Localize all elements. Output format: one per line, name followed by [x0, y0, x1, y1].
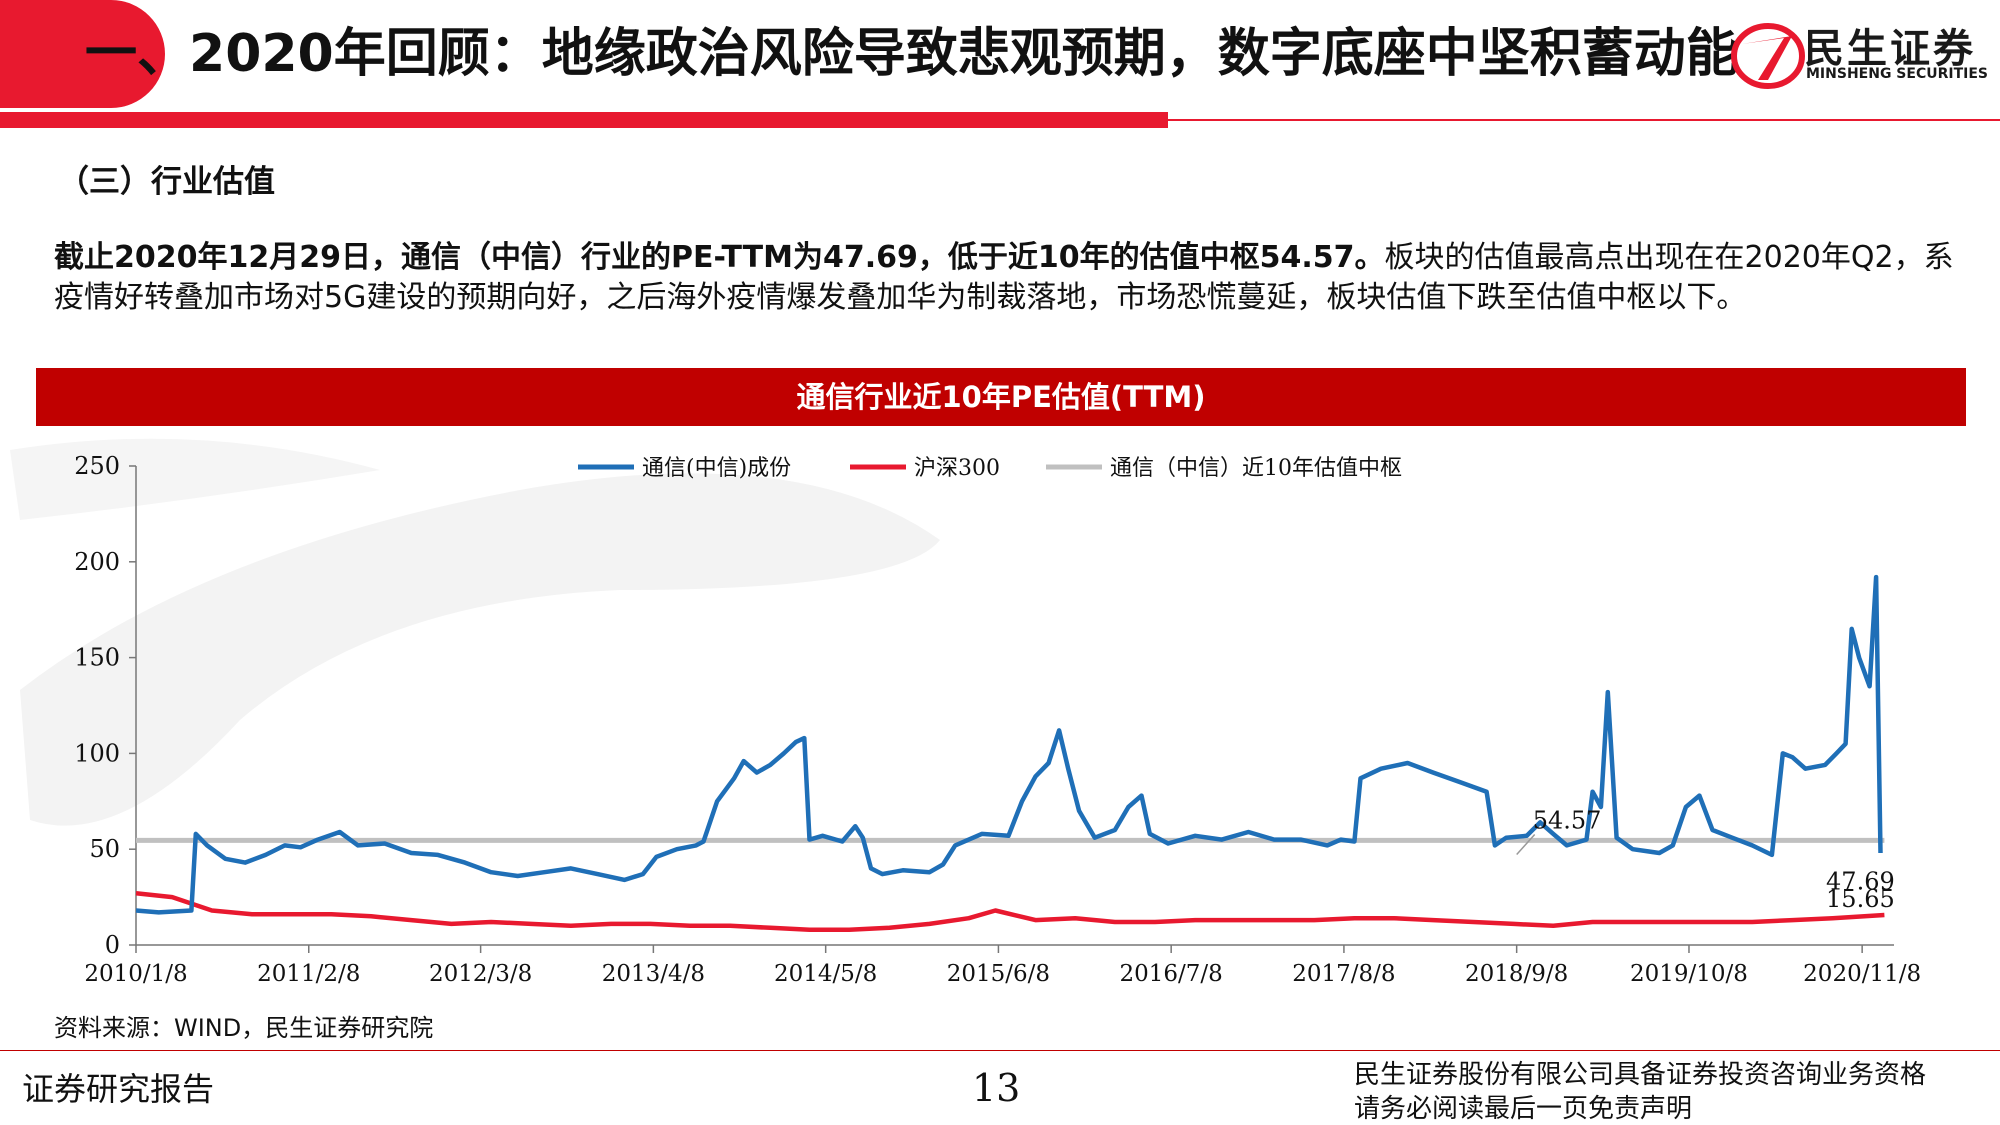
x-tick-label: 2020/11/8	[1803, 961, 1921, 987]
summary-paragraph: 截止2020年12月29日，通信（中信）行业的PE-TTM为47.69，低于近1…	[54, 238, 1954, 318]
logo-mark-icon	[1731, 23, 1805, 89]
header-rule-thin	[1168, 119, 2000, 121]
header-rule	[0, 112, 1168, 128]
legend-label-0: 通信(中信)成份	[642, 456, 791, 481]
x-tick-label: 2017/8/8	[1292, 961, 1395, 987]
y-tick-label: 50	[89, 835, 120, 863]
chart-axes: 0 50 100 150 200 250 2010/1/8 2011/2/8 2012/3/8 2…	[74, 452, 1921, 987]
legend-label-2: 通信（中信）近10年估值中枢	[1110, 456, 1402, 481]
data-label: 15.65	[1826, 885, 1895, 913]
page-title: 一、2020年回顾：地缘政治风险导致悲观预期，数字底座中坚积蓄动能	[85, 14, 1765, 94]
x-tick-label: 2010/1/8	[84, 961, 187, 987]
pe-line-chart: 通信(中信)成份 沪深300 通信（中信）近10年估值中枢 0 50 100 150 200…	[10, 438, 1921, 987]
chart-title: 通信行业近10年PE估值(TTM)	[36, 368, 1966, 426]
x-tick-label: 2016/7/8	[1120, 961, 1223, 987]
header-accent-pill	[0, 0, 165, 108]
x-tick-label: 2012/3/8	[429, 961, 532, 987]
annotation-leader	[1516, 833, 1536, 855]
y-tick-label: 250	[74, 452, 120, 480]
chart-legend: 通信(中信)成份 沪深300 通信（中信）近10年估值中枢	[578, 456, 1402, 481]
footer-rule	[0, 1050, 2000, 1051]
x-tick-label: 2014/5/8	[774, 961, 877, 987]
y-tick-label: 200	[74, 548, 120, 576]
title-prefix: 一、	[85, 24, 190, 84]
x-tick-label: 2019/10/8	[1630, 961, 1748, 987]
footer-qualification: 民生证券股份有限公司具备证券投资咨询业务资格	[1354, 1060, 1927, 1090]
series-line-0	[135, 574, 1883, 915]
company-logo: 民生证券 MINSHENG SECURITIES	[1728, 14, 2000, 94]
logo-text-en: MINSHENG SECURITIES	[1806, 66, 1988, 82]
series-line-1	[135, 891, 1885, 932]
summary-bold: 截止2020年12月29日，通信（中信）行业的PE-TTM为47.69，低于近1…	[54, 240, 1385, 275]
logo-text-cn: 民生证券	[1804, 26, 1976, 72]
page-number: 13	[972, 1066, 1021, 1110]
y-tick-label: 150	[74, 644, 120, 672]
section-heading: （三）行业估值	[58, 164, 275, 200]
x-tick-label: 2015/6/8	[947, 961, 1050, 987]
data-label: 47.69	[1826, 868, 1895, 896]
legend-label-1: 沪深300	[914, 456, 1000, 481]
footer-report-type: 证券研究报告	[22, 1070, 215, 1108]
summary-text: 板块的估值最高点出现在在2020年Q2，系疫情好转叠加市场对5G建设的预期向好，…	[54, 240, 1954, 315]
data-label: 54.57	[1533, 806, 1602, 834]
x-tick-label: 2013/4/8	[602, 961, 705, 987]
footer-disclaimer: 请务必阅读最后一页免责声明	[1354, 1094, 1693, 1124]
chart-series	[135, 574, 1885, 932]
title-text: 2020年回顾：地缘政治风险导致悲观预期，数字底座中坚积蓄动能	[189, 24, 1738, 84]
y-tick-label: 0	[105, 931, 120, 959]
x-tick-label: 2018/9/8	[1465, 961, 1568, 987]
y-tick-label: 100	[74, 739, 120, 767]
x-tick-label: 2011/2/8	[257, 961, 360, 987]
background-decoration	[10, 438, 940, 826]
source-note: 资料来源：WIND，民生证券研究院	[54, 1014, 434, 1042]
